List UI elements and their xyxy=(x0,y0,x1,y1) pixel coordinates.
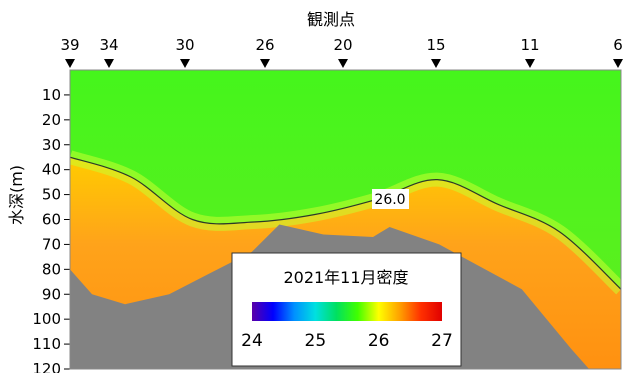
legend-tick-label: 27 xyxy=(431,331,453,351)
y-tick-label: 110 xyxy=(32,335,61,353)
y-tick-label: 40 xyxy=(42,161,61,179)
station-label: 11 xyxy=(520,36,539,54)
station-label: 26 xyxy=(255,36,274,54)
y-tick-label: 10 xyxy=(42,86,61,104)
legend-colorbar xyxy=(252,302,442,321)
legend-title: 2021年11月密度 xyxy=(283,268,408,287)
station-label: 20 xyxy=(333,36,352,54)
station-marker-icon xyxy=(104,59,114,68)
contour-label: 26.0 xyxy=(374,192,405,208)
y-tick-label: 50 xyxy=(42,186,61,204)
contour-26-line xyxy=(70,156,621,290)
legend: 2021年11月密度 24 25 26 27 xyxy=(231,252,462,367)
legend-ticks: 24 25 26 27 xyxy=(241,331,453,351)
station-marker-icon xyxy=(338,59,348,68)
station-label: 30 xyxy=(175,36,194,54)
station-label: 6 xyxy=(613,36,623,54)
x-axis-title: 観測点 xyxy=(307,10,355,29)
y-tick-label: 120 xyxy=(32,360,61,373)
legend-tick-label: 24 xyxy=(241,331,263,351)
y-ticks: 10 20 30 40 50 60 70 80 90 100 110 120 xyxy=(32,86,70,373)
station-ticks: 39 34 30 26 20 15 11 6 xyxy=(60,36,623,68)
y-axis-title: 水深(m) xyxy=(7,165,26,225)
station-label: 34 xyxy=(99,36,118,54)
station-label: 39 xyxy=(60,36,79,54)
station-marker-icon xyxy=(431,59,441,68)
y-tick-label: 20 xyxy=(42,111,61,129)
plot-frame xyxy=(69,69,622,370)
contour-label-box xyxy=(372,189,409,209)
y-tick-label: 70 xyxy=(42,235,61,253)
station-marker-icon xyxy=(65,59,75,68)
y-tick-label: 60 xyxy=(42,211,61,229)
legend-tick-label: 25 xyxy=(305,331,327,351)
y-tick-label: 30 xyxy=(42,136,61,154)
station-label: 15 xyxy=(426,36,445,54)
y-tick-label: 90 xyxy=(42,285,61,303)
station-marker-icon xyxy=(180,59,190,68)
y-tick-label: 80 xyxy=(42,260,61,278)
legend-tick-label: 26 xyxy=(368,331,390,351)
y-tick-label: 100 xyxy=(32,310,61,328)
station-marker-icon xyxy=(525,59,535,68)
station-marker-icon xyxy=(260,59,270,68)
station-marker-icon xyxy=(613,59,623,68)
